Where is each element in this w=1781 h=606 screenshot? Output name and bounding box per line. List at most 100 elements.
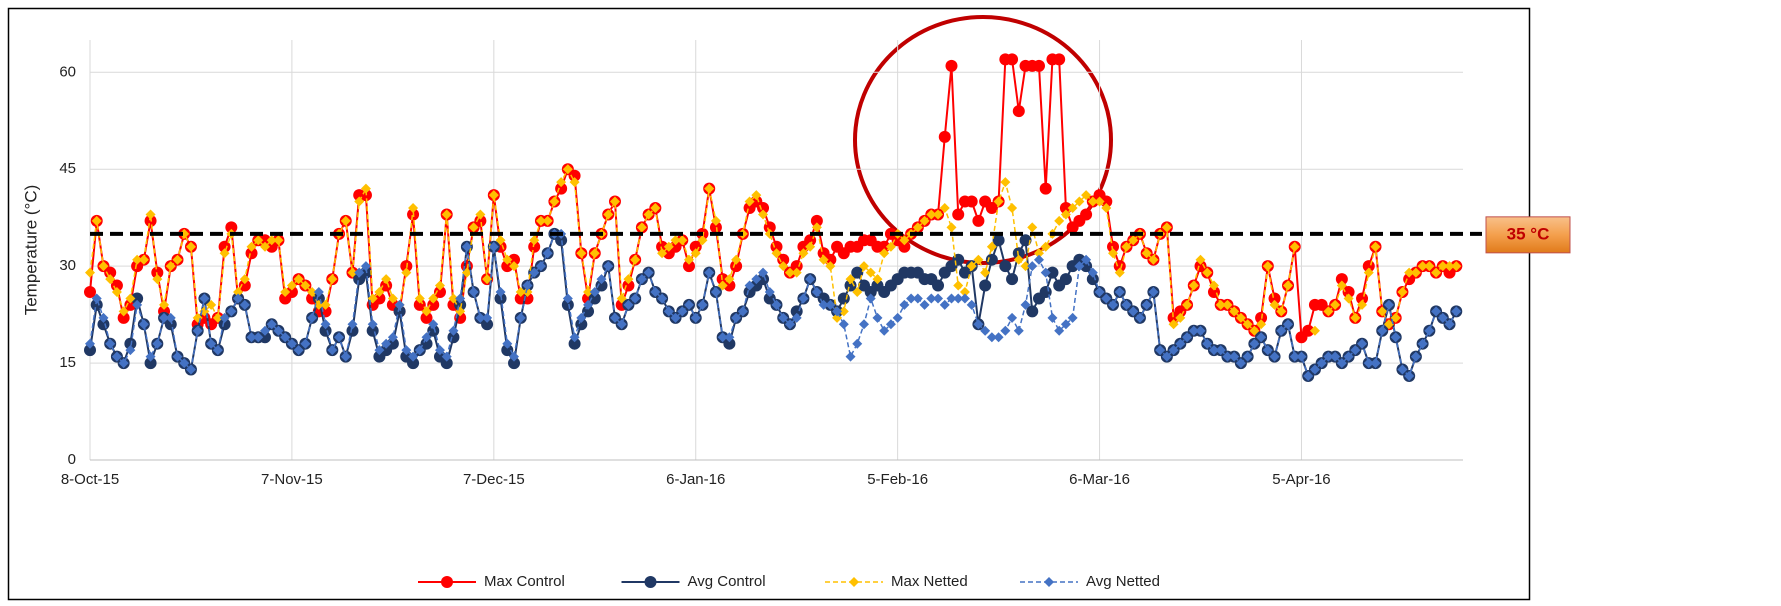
point	[354, 267, 365, 278]
point	[939, 203, 950, 213]
y-tick-label: 60	[59, 63, 76, 80]
point	[1155, 345, 1166, 356]
point	[985, 253, 998, 266]
point	[1141, 299, 1152, 310]
point	[117, 311, 130, 324]
point	[1309, 364, 1320, 375]
point	[926, 293, 937, 304]
point	[1060, 209, 1071, 220]
legend-label: Max Netted	[891, 573, 968, 590]
point	[993, 196, 1004, 207]
point	[1222, 351, 1233, 362]
point	[798, 248, 809, 259]
point	[972, 214, 985, 227]
point	[1087, 267, 1098, 278]
threshold-label: 35 °C	[1507, 224, 1550, 243]
point	[528, 240, 541, 253]
point	[1390, 332, 1401, 343]
point	[1101, 203, 1112, 213]
point	[684, 299, 695, 310]
point	[1249, 325, 1260, 336]
point	[1437, 261, 1448, 272]
point	[933, 209, 944, 220]
point	[690, 312, 701, 323]
point	[259, 241, 270, 252]
point	[623, 274, 634, 285]
point	[1215, 299, 1226, 310]
point	[588, 292, 601, 305]
point	[1431, 267, 1442, 278]
point	[609, 312, 620, 323]
point	[616, 293, 627, 304]
point	[206, 299, 217, 310]
point	[953, 280, 964, 291]
point	[253, 332, 264, 343]
point	[630, 293, 641, 304]
point	[132, 299, 143, 310]
point	[689, 240, 702, 253]
point	[1410, 267, 1421, 278]
point	[1268, 292, 1281, 305]
point	[206, 338, 217, 349]
point	[91, 215, 102, 226]
point	[85, 338, 95, 349]
point	[307, 312, 318, 323]
point	[965, 195, 978, 208]
point	[1316, 358, 1327, 369]
point	[529, 235, 540, 246]
point	[670, 312, 681, 323]
point	[1437, 312, 1448, 323]
point	[427, 298, 440, 311]
point	[105, 274, 116, 285]
point	[872, 274, 883, 285]
point	[433, 286, 446, 298]
point	[165, 261, 176, 272]
point	[1182, 299, 1193, 310]
point	[811, 222, 822, 233]
point	[562, 164, 573, 175]
point	[1444, 319, 1455, 330]
point	[98, 261, 109, 272]
point	[104, 266, 117, 279]
point	[798, 293, 809, 304]
point	[630, 254, 641, 265]
point	[233, 293, 244, 304]
point	[253, 235, 264, 246]
point	[589, 248, 600, 259]
point	[1370, 241, 1381, 252]
point	[535, 261, 546, 272]
point	[818, 254, 829, 265]
point	[273, 235, 284, 246]
point	[1342, 286, 1355, 298]
point	[1424, 261, 1435, 272]
point	[1108, 299, 1119, 310]
point	[1121, 299, 1132, 310]
point	[999, 260, 1012, 273]
point	[481, 318, 494, 331]
point	[697, 299, 708, 310]
point	[1006, 53, 1019, 66]
point	[778, 312, 789, 323]
point	[1046, 266, 1059, 279]
point	[837, 292, 850, 305]
point	[414, 293, 425, 304]
point	[1148, 254, 1159, 265]
point	[1101, 293, 1112, 304]
point	[710, 215, 721, 226]
legend-marker	[1044, 577, 1054, 587]
point	[1188, 280, 1199, 291]
point	[387, 332, 398, 343]
point	[1249, 338, 1260, 349]
point	[1000, 325, 1011, 336]
x-tick-label: 5-Apr-16	[1272, 471, 1330, 488]
point	[643, 267, 654, 278]
point	[468, 287, 479, 297]
point	[185, 241, 196, 252]
point	[938, 130, 951, 143]
point	[475, 312, 486, 323]
point	[1175, 338, 1186, 349]
point	[1296, 351, 1307, 362]
point	[657, 293, 668, 304]
point	[751, 190, 762, 201]
point	[461, 241, 472, 252]
